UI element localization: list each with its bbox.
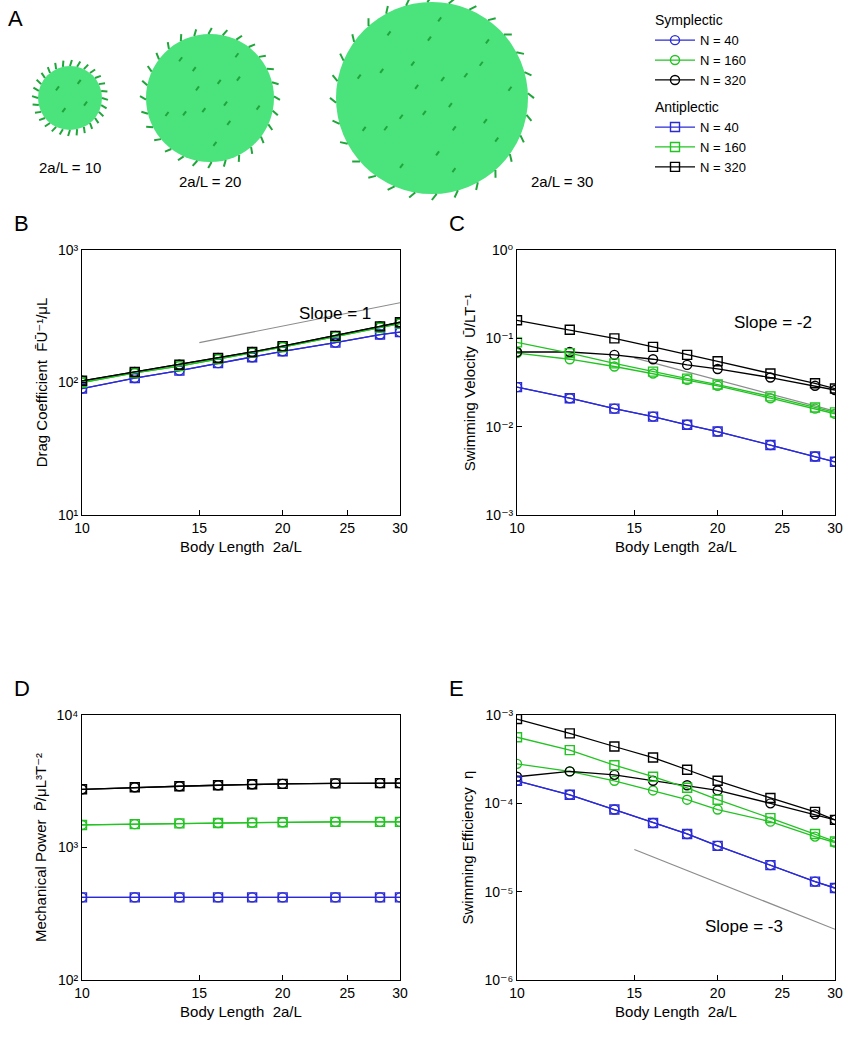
- svg-text:10⁻³: 10⁻³: [486, 507, 514, 523]
- svg-text:2a/L = 20: 2a/L = 20: [179, 173, 241, 190]
- svg-text:Slope = -2: Slope = -2: [734, 313, 812, 332]
- svg-text:2a/L = 30: 2a/L = 30: [531, 173, 593, 190]
- svg-text:10⁻⁶: 10⁻⁶: [484, 972, 513, 988]
- svg-text:25: 25: [339, 985, 355, 1001]
- svg-text:20: 20: [710, 520, 726, 536]
- svg-text:10⁻¹: 10⁻¹: [486, 330, 514, 346]
- svg-text:Slope = -3: Slope = -3: [705, 917, 783, 936]
- svg-text:Body Length 2a/L: Body Length 2a/L: [615, 1003, 737, 1020]
- svg-text:Swimming Velocity Ū/LT⁻¹: Swimming Velocity Ū/LT⁻¹: [461, 294, 478, 472]
- svg-text:2a/L = 10: 2a/L = 10: [39, 159, 101, 176]
- svg-text:N = 160: N = 160: [700, 53, 746, 68]
- svg-text:10: 10: [74, 520, 90, 536]
- svg-text:10³: 10³: [58, 839, 79, 855]
- svg-text:10: 10: [509, 985, 525, 1001]
- svg-text:A: A: [8, 6, 23, 31]
- svg-text:10⁻²: 10⁻²: [486, 419, 514, 435]
- svg-text:25: 25: [774, 520, 790, 536]
- svg-text:C: C: [449, 211, 465, 236]
- svg-text:Antiplectic: Antiplectic: [655, 99, 719, 115]
- svg-text:E: E: [449, 676, 464, 701]
- svg-text:10²: 10²: [58, 972, 79, 988]
- svg-text:Symplectic: Symplectic: [655, 12, 723, 28]
- svg-text:30: 30: [827, 520, 843, 536]
- svg-text:10: 10: [509, 520, 525, 536]
- svg-text:25: 25: [339, 520, 355, 536]
- svg-text:Slope = 1: Slope = 1: [299, 304, 371, 323]
- svg-text:10⁻⁴: 10⁻⁴: [484, 795, 513, 811]
- svg-text:10⁻³: 10⁻³: [486, 707, 514, 723]
- svg-text:10¹: 10¹: [58, 507, 79, 523]
- svg-text:20: 20: [275, 985, 291, 1001]
- svg-text:20: 20: [710, 985, 726, 1001]
- svg-text:15: 15: [627, 985, 643, 1001]
- svg-text:15: 15: [192, 520, 208, 536]
- svg-text:Body Length 2a/L: Body Length 2a/L: [180, 1003, 302, 1020]
- svg-text:N = 320: N = 320: [700, 73, 746, 88]
- svg-text:Swimming Efficiency η: Swimming Efficiency η: [459, 771, 476, 925]
- svg-text:10²: 10²: [58, 374, 79, 390]
- svg-text:D: D: [14, 676, 30, 701]
- svg-text:15: 15: [192, 985, 208, 1001]
- svg-text:Body Length 2a/L: Body Length 2a/L: [615, 538, 737, 555]
- svg-text:10⁴: 10⁴: [57, 707, 79, 723]
- svg-text:25: 25: [774, 985, 790, 1001]
- svg-text:N = 320: N = 320: [700, 160, 746, 175]
- svg-text:30: 30: [827, 985, 843, 1001]
- svg-text:30: 30: [392, 985, 408, 1001]
- svg-text:30: 30: [392, 520, 408, 536]
- svg-text:B: B: [14, 211, 29, 236]
- svg-text:N = 40: N = 40: [700, 33, 739, 48]
- svg-text:N = 160: N = 160: [700, 140, 746, 155]
- svg-text:10: 10: [74, 985, 90, 1001]
- svg-text:Drag Coefficient F̄Ū⁻¹/μL: Drag Coefficient F̄Ū⁻¹/μL: [33, 298, 50, 468]
- svg-text:10⁰: 10⁰: [492, 242, 514, 258]
- svg-text:15: 15: [627, 520, 643, 536]
- svg-text:10³: 10³: [58, 242, 79, 258]
- svg-text:10⁻⁵: 10⁻⁵: [484, 884, 513, 900]
- svg-text:20: 20: [275, 520, 291, 536]
- svg-text:N = 40: N = 40: [700, 120, 739, 135]
- svg-text:Mechanical Power P̄/μL³T⁻²: Mechanical Power P̄/μL³T⁻²: [32, 753, 49, 942]
- svg-text:Body Length 2a/L: Body Length 2a/L: [180, 538, 302, 555]
